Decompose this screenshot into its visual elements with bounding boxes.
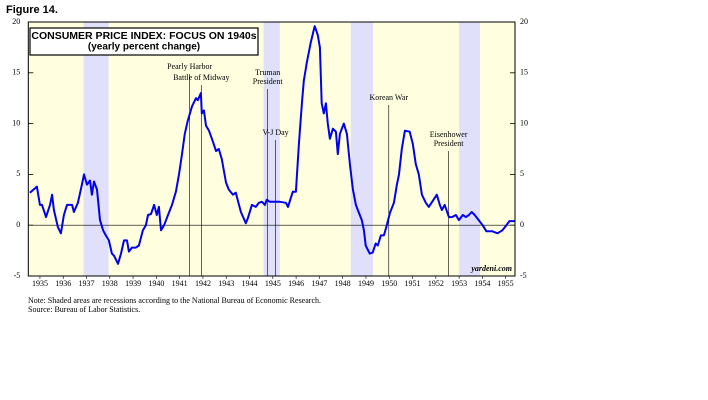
x-tick-label: 1942 — [195, 279, 211, 288]
x-tick-label: 1947 — [311, 279, 327, 288]
recession-shade — [459, 22, 481, 276]
annotation-text: President — [434, 139, 465, 148]
title-box — [29, 27, 259, 56]
annotation-text: Korean War — [370, 93, 409, 102]
x-tick-label: 1937 — [79, 279, 95, 288]
recession-shade — [350, 22, 373, 276]
x-tick-label: 1950 — [381, 279, 397, 288]
y-tick-label: 0 — [16, 220, 20, 229]
x-tick-label: 1936 — [55, 279, 71, 288]
note: Source: Bureau of Labor Statistics. — [28, 305, 140, 314]
x-tick-label: 1948 — [335, 279, 351, 288]
x-tick-label: 1946 — [288, 279, 304, 288]
y-tick-label: 20 — [12, 17, 20, 26]
y2-tick-label: 20 — [520, 17, 528, 26]
chart-subtitle: (yearly percent change) — [88, 42, 200, 53]
x-tick-label: 1940 — [148, 279, 164, 288]
y2-tick-label: -5 — [520, 271, 527, 280]
figure-label: Figure 14. — [6, 4, 58, 16]
y-tick-label: 5 — [16, 169, 20, 178]
x-tick-label: 1945 — [265, 279, 281, 288]
x-tick-label: 1955 — [498, 279, 514, 288]
recession-shade — [83, 22, 109, 276]
y2-tick-label: 15 — [520, 68, 528, 77]
x-tick-label: 1951 — [405, 279, 421, 288]
note: Note: Shaded areas are recessions accord… — [28, 296, 321, 305]
recession-shade — [263, 22, 280, 276]
x-tick-label: 1938 — [102, 279, 118, 288]
y2-tick-label: 0 — [520, 220, 524, 229]
y2-tick-label: 10 — [520, 118, 528, 127]
x-tick-label: 1954 — [474, 279, 490, 288]
x-tick-label: 1952 — [428, 279, 444, 288]
annotation-text: Battle of Midway — [173, 73, 229, 82]
annotation-text: V-J Day — [263, 128, 289, 137]
chart-title: CONSUMER PRICE INDEX: FOCUS ON 1940s — [31, 30, 256, 42]
y2-tick-label: 5 — [520, 169, 524, 178]
watermark: yardeni.com — [470, 264, 512, 273]
y-tick-label: 15 — [12, 68, 20, 77]
x-tick-label: 1944 — [242, 279, 258, 288]
plot-frame — [27, 21, 516, 277]
x-tick-label: 1943 — [218, 279, 234, 288]
annotation-text: Eisenhower — [430, 130, 468, 139]
x-tick-label: 1953 — [451, 279, 467, 288]
annotation-text: Truman — [255, 68, 280, 77]
annotation-text: President — [253, 77, 284, 86]
x-tick-label: 1949 — [358, 279, 374, 288]
x-tick-label: 1939 — [125, 279, 141, 288]
annotation-text: Pearly Harbor — [167, 62, 212, 71]
y-tick-label: 10 — [12, 118, 20, 127]
x-tick-label: 1941 — [172, 279, 188, 288]
cpi-line — [29, 25, 515, 265]
x-tick-label: 1935 — [32, 279, 48, 288]
y-tick-label: -5 — [14, 271, 21, 280]
